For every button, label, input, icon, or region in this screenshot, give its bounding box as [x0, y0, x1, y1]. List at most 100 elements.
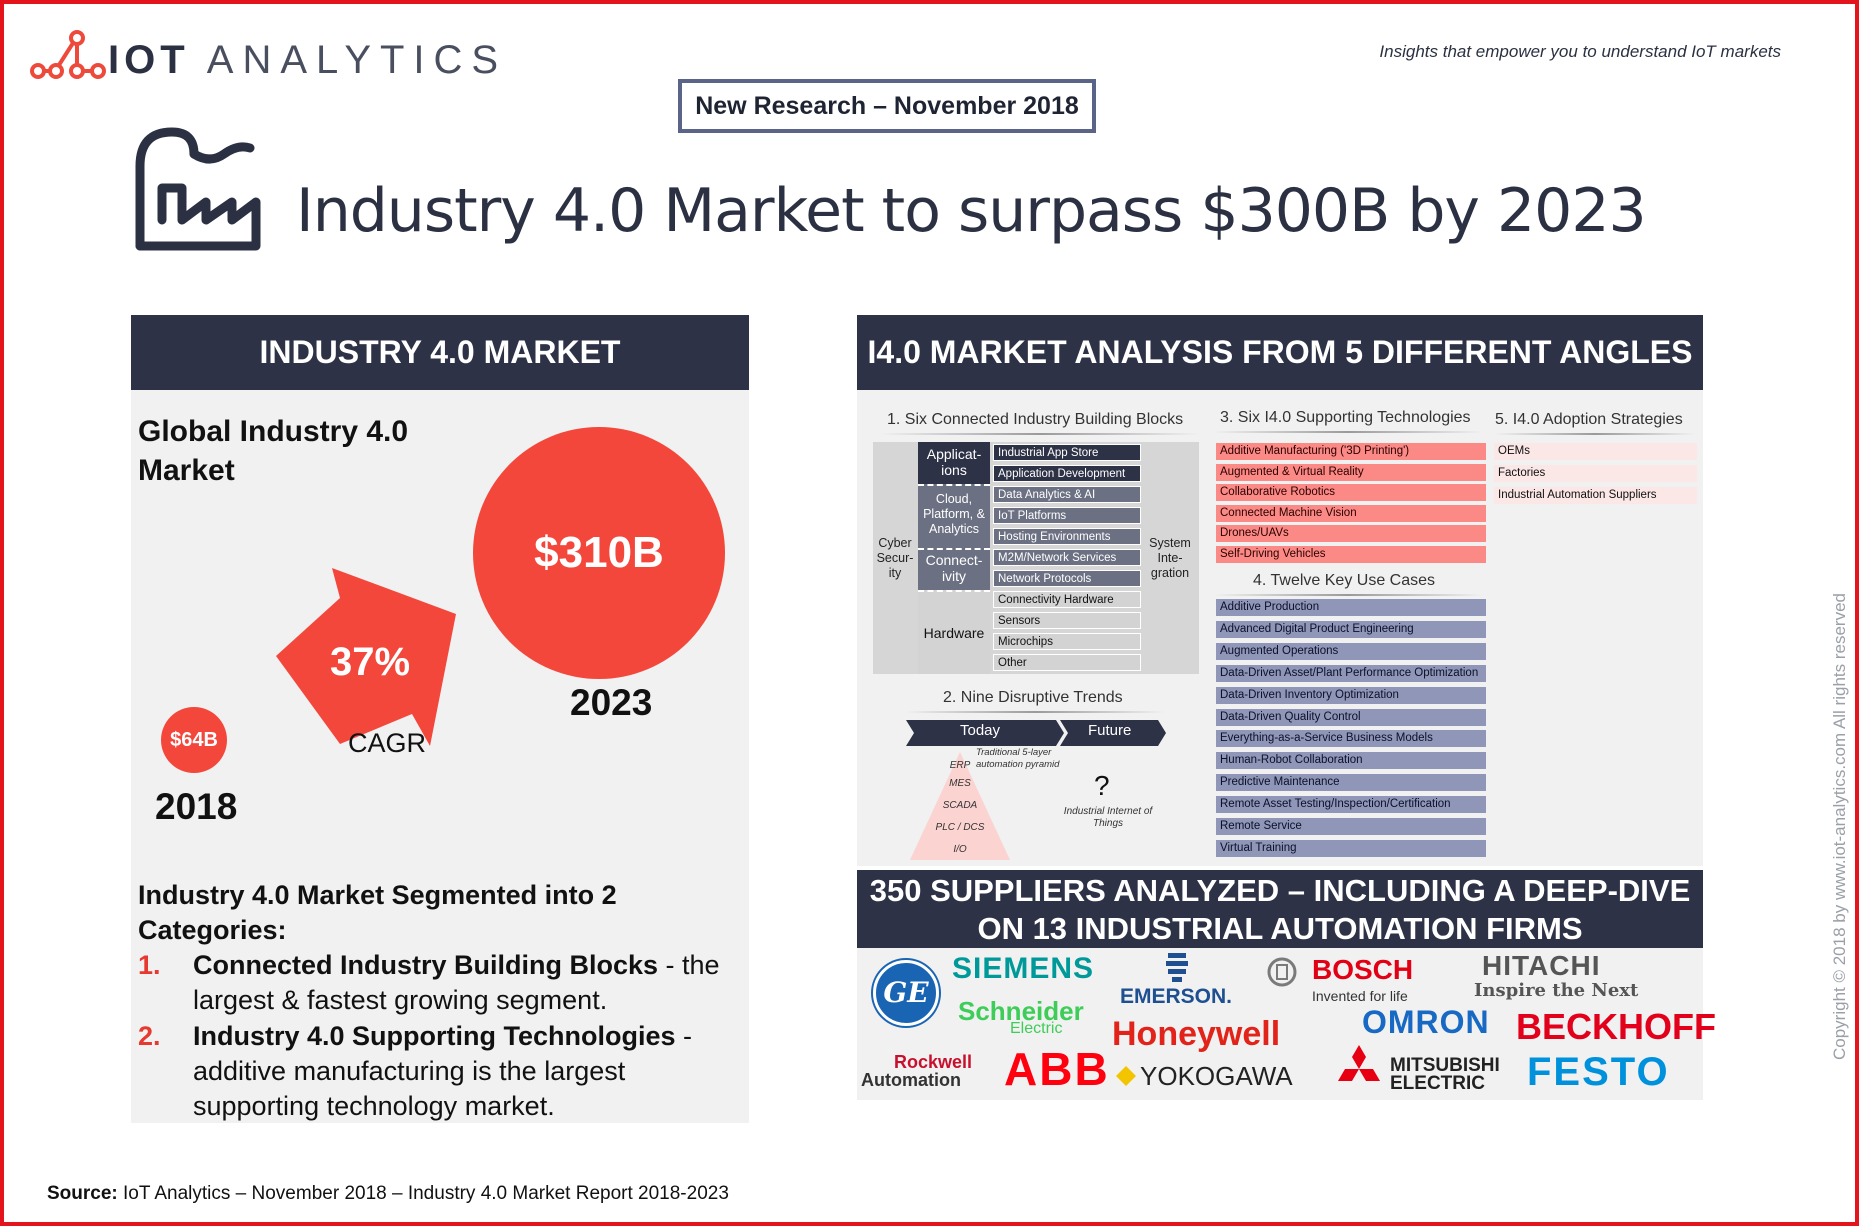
rockwell-logo: Rockwell — [894, 1052, 973, 1072]
building-block-item: M2M/Network Services — [993, 549, 1141, 566]
pyramid-mes: MES — [949, 778, 971, 789]
group-hardware: Hardware — [923, 625, 985, 641]
bosch-sub: Invented for life — [1312, 988, 1408, 1004]
schneider-sub: Electric — [1010, 1020, 1063, 1037]
pyramid-io: I/O — [953, 844, 967, 855]
hitachi-logo: HITACHI — [1482, 950, 1601, 981]
use-case-item: Advanced Digital Product Engineering — [1216, 620, 1486, 638]
supporting-tech-item: Self-Driving Vehicles — [1216, 546, 1486, 563]
yokogawa-logo: YOKOGAWA — [1140, 1061, 1293, 1091]
group-cloud: Cloud, Platform, & Analytics — [923, 492, 985, 536]
today-label: Today — [960, 722, 1001, 739]
building-block-item: Hosting Environments — [993, 528, 1141, 545]
use-case-item: Augmented Operations — [1216, 642, 1486, 660]
cagr-arrow — [276, 568, 456, 746]
automation-pyramid — [910, 752, 1010, 860]
group-connectivity: Connect-ivity — [925, 552, 983, 584]
market-panel-header: INDUSTRY 4.0 MARKET — [131, 315, 749, 390]
block1-title: 1. Six Connected Industry Building Block… — [887, 411, 1184, 428]
system-integration-label: System Inte-gration — [1149, 536, 1191, 580]
use-case-item: Predictive Maintenance — [1216, 774, 1486, 792]
value-2023-bubble: $310B — [473, 427, 725, 679]
segment-title: Industry 4.0 Market Segmented into 2 Cat… — [138, 880, 617, 945]
rockwell-sub: Automation — [861, 1070, 961, 1090]
yokogawa-icon — [1116, 1066, 1136, 1086]
supplier-logos — [857, 948, 1703, 1100]
new-research-badge: New Research – November 2018 — [678, 79, 1096, 133]
iiot-note: Industrial Internet of Things — [1063, 806, 1153, 829]
use-case-item: Data-Driven Asset/Plant Performance Opti… — [1216, 664, 1486, 682]
analysis-panel-header: I4.0 MARKET ANALYSIS FROM 5 DIFFERENT AN… — [857, 315, 1703, 390]
use-case-item: Remote Service — [1216, 818, 1486, 835]
cagr-value: 37% — [330, 640, 411, 684]
emerson-logo: EMERSON. — [1120, 985, 1233, 1008]
building-block-item: Other — [993, 654, 1141, 671]
today-future-arrow — [906, 720, 1166, 746]
siemens-logo: SIEMENS — [952, 952, 1095, 985]
building-block-item: Network Protocols — [993, 570, 1141, 587]
year-2018-label: 2018 — [155, 786, 238, 827]
segment-item: 1. Connected Industry Building Blocks - t… — [138, 950, 720, 1015]
use-case-item: Human-Robot Collaboration — [1216, 752, 1486, 770]
global-market-title: Global Industry 4.0 Market — [138, 415, 409, 487]
pyramid-plc: PLC / DCS — [935, 822, 985, 833]
building-block-item: IoT Platforms — [993, 507, 1141, 524]
value-2018-bubble: $64B — [161, 707, 227, 773]
supporting-tech-item: Drones/UAVs — [1216, 525, 1486, 543]
block2-title: 2. Nine Disruptive Trends — [943, 689, 1123, 706]
brand-logo-text: IOT ANALYTICS — [108, 38, 508, 82]
building-block-item: Sensors — [993, 612, 1141, 629]
honeywell-logo: Honeywell — [1112, 1015, 1281, 1053]
adoption-strategy-item: Factories — [1494, 465, 1697, 482]
supporting-tech-item: Augmented & Virtual Reality — [1216, 463, 1486, 481]
block5-title: 5. I4.0 Adoption Strategies — [1495, 411, 1683, 428]
supporting-tech-item: Connected Machine Vision — [1216, 504, 1486, 522]
page-title: Industry 4.0 Market to surpass $300B by … — [296, 176, 1647, 246]
building-block-item: Industrial App Store — [993, 444, 1141, 461]
festo-logo: FESTO — [1527, 1050, 1670, 1094]
supporting-tech-item: Collaborative Robotics — [1216, 484, 1486, 502]
building-block-item: Microchips — [993, 633, 1141, 650]
future-label: Future — [1088, 722, 1132, 739]
adoption-strategy-item: Industrial Automation Suppliers — [1494, 487, 1697, 504]
building-block-item: Connectivity Hardware — [993, 591, 1141, 608]
bosch-logo: BOSCH — [1312, 954, 1414, 985]
cagr-label: CAGR — [348, 728, 427, 758]
omron-logo: OMRON — [1362, 1004, 1490, 1040]
beckhoff-logo: BECKHOFF — [1516, 1006, 1716, 1047]
segment-list: 1. Connected Industry Building Blocks - t… — [138, 948, 748, 1125]
mitsubishi-sub: ELECTRIC — [1390, 1073, 1485, 1094]
pyramid-scada: SCADA — [942, 800, 978, 811]
use-case-item: Everything-as-a-Service Business Models — [1216, 730, 1486, 748]
use-case-item: Additive Production — [1216, 599, 1486, 616]
segment-item: 2. Industry 4.0 Supporting Technologies -… — [138, 1021, 693, 1121]
suppliers-header: 350 SUPPLIERS ANALYZED – INCLUDING A DEE… — [857, 870, 1703, 948]
source-line: Source: IoT Analytics – November 2018 – … — [47, 1183, 729, 1204]
ge-logo: GE — [873, 960, 939, 1026]
block3-title: 3. Six I4.0 Supporting Technologies — [1220, 409, 1471, 426]
pyramid-erp: ERP — [949, 760, 971, 771]
copyright-text: Copyright © 2018 by www.iot-analytics.co… — [1830, 593, 1849, 1060]
mitsubishi-logo: MITSUBISHI — [1390, 1055, 1500, 1076]
factory-icon — [135, 127, 261, 251]
cyber-security-label: Cyber Secur-ity — [876, 536, 914, 580]
pyramid-note: Traditional 5-layer automation pyramid — [976, 747, 1060, 770]
emerson-icon — [1166, 953, 1188, 982]
iot-logo-icon — [30, 30, 106, 79]
supporting-tech-item: Additive Manufacturing ('3D Printing') — [1216, 443, 1486, 460]
building-block-item: Application Development — [993, 465, 1141, 482]
schneider-logo: Schneider — [958, 996, 1084, 1026]
year-2023-label: 2023 — [570, 682, 653, 723]
abb-logo: ABB — [1004, 1043, 1110, 1095]
use-case-item: Virtual Training — [1216, 839, 1486, 857]
use-case-item: Remote Asset Testing/Inspection/Certific… — [1216, 796, 1486, 814]
adoption-strategy-item: OEMs — [1494, 443, 1697, 460]
block4-title: 4. Twelve Key Use Cases — [1253, 572, 1436, 589]
building-block-item: Data Analytics & AI — [993, 486, 1141, 503]
use-case-item: Data-Driven Inventory Optimization — [1216, 686, 1486, 704]
question-mark: ? — [1094, 770, 1110, 801]
use-case-item: Data-Driven Quality Control — [1216, 708, 1486, 726]
brand-tagline: Insights that empower you to understand … — [1379, 42, 1781, 61]
mitsubishi-icon — [1338, 1045, 1380, 1081]
